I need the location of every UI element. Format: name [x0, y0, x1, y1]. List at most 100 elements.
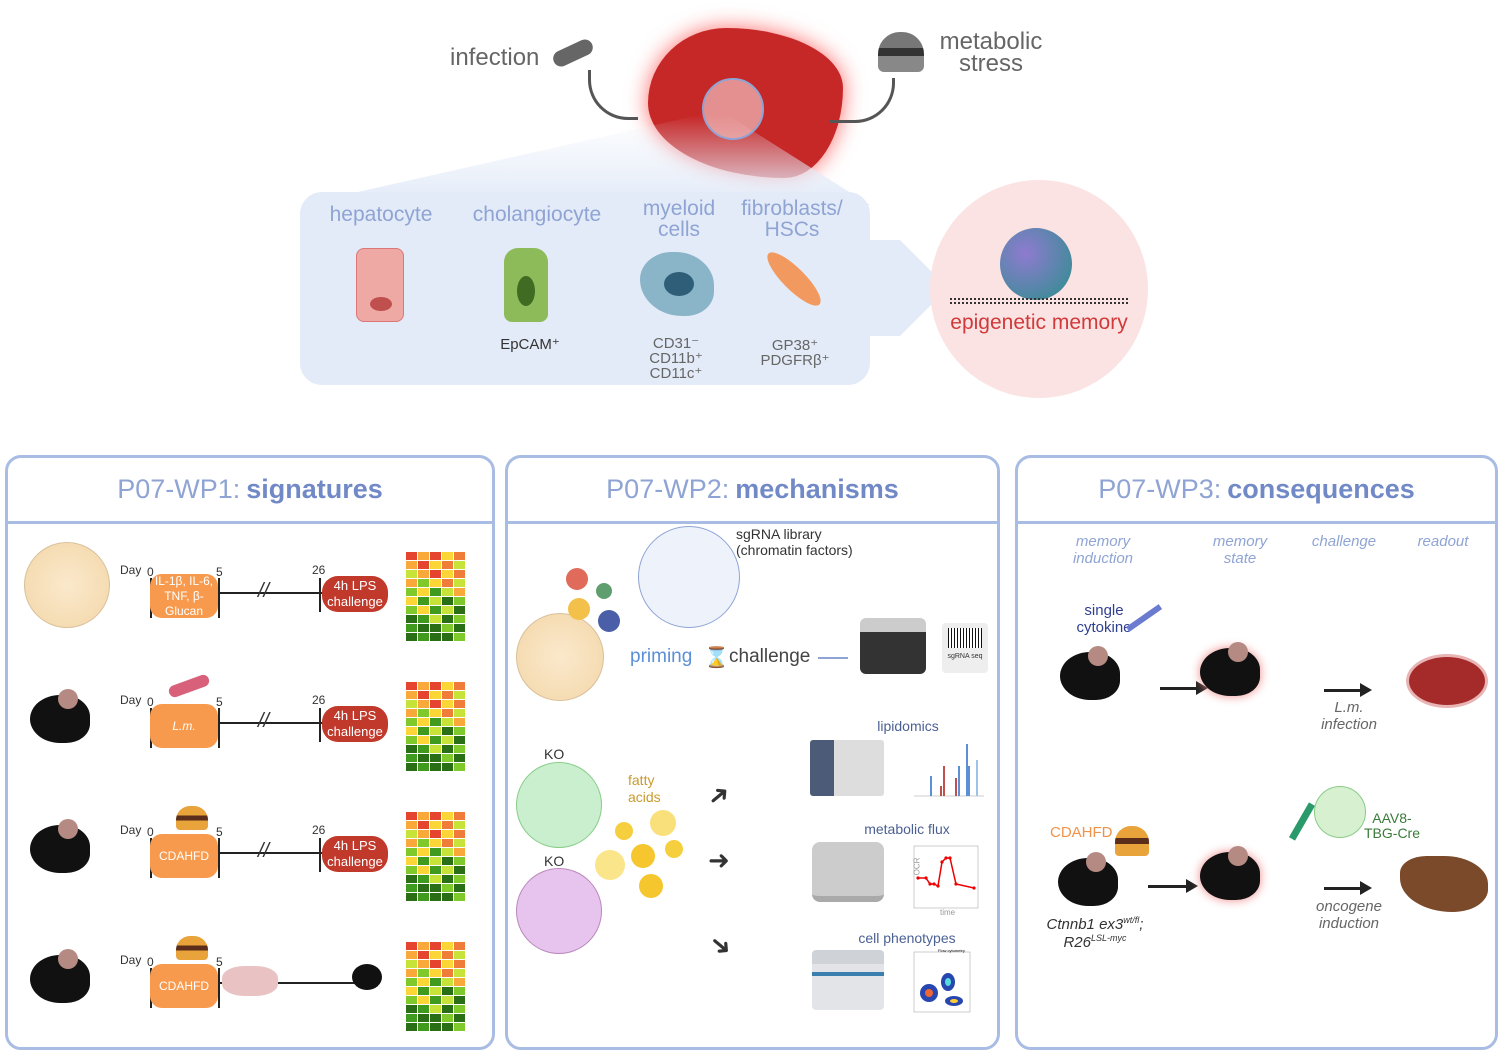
wp1-header: P07-WP1: signatures — [8, 458, 492, 524]
heatmap-cell — [430, 588, 441, 596]
nucleosome-icon — [1000, 228, 1072, 300]
heatmap-cell — [430, 624, 441, 632]
heatmap-cell — [418, 866, 429, 874]
day-0: 0 — [147, 565, 154, 579]
heatmap-cell — [442, 624, 453, 632]
flow-title: Flow cytometry — [938, 948, 965, 953]
heatmap-cell — [430, 857, 441, 865]
heatmap-cell — [418, 857, 429, 865]
burger-icon — [176, 936, 208, 960]
heatmap-cell — [442, 691, 453, 699]
heatmap-cell — [454, 754, 465, 762]
heatmap-cell — [430, 884, 441, 892]
wp2-header: P07-WP2: mechanisms — [508, 458, 997, 524]
petri-dish-icon — [1406, 654, 1488, 708]
heatmap-cell — [406, 812, 417, 820]
heatmap-cell — [430, 839, 441, 847]
heatmap-cell — [430, 848, 441, 856]
arrow-icon: ➜ — [708, 845, 730, 875]
fatty-acids-label: fatty acids — [628, 772, 661, 805]
cholangiocyte-icon — [504, 248, 548, 322]
heatmap-cell — [418, 727, 429, 735]
ko1-organoid — [516, 762, 602, 848]
heatmap-cell — [418, 633, 429, 641]
heatmap-cell — [430, 866, 441, 874]
ko2-organoid — [516, 868, 602, 954]
heatmap-cell — [430, 942, 441, 950]
myeloid-marker: CD31⁻ CD11b⁺ CD11c⁺ — [649, 335, 703, 382]
heatmap-cell — [406, 848, 417, 856]
heatmap-cell — [406, 570, 417, 578]
wp3-title-prefix: P07-WP3: — [1098, 474, 1222, 504]
heatmap-cell — [454, 1005, 465, 1013]
heatmap-cell — [406, 830, 417, 838]
organoid-icon — [516, 613, 604, 701]
heatmap-cell — [454, 821, 465, 829]
heatmap-cell — [454, 839, 465, 847]
heatmap-cell — [406, 754, 417, 762]
heatmap-cell — [418, 951, 429, 959]
heatmap-cell — [454, 987, 465, 995]
arrow-icon — [1324, 881, 1372, 895]
genotype-1-sup: wt/fl — [1123, 915, 1140, 925]
heatmap-cell — [406, 987, 417, 995]
ocr-point — [954, 882, 958, 886]
arrow-stress — [830, 78, 895, 123]
heatmap-cell — [406, 633, 417, 641]
treatment-box: CDAHFD — [150, 834, 218, 878]
day-0: 0 — [147, 695, 154, 709]
day-label: Day — [120, 823, 142, 837]
liver-tissue-icon — [222, 966, 278, 996]
heatmap — [406, 682, 465, 771]
heatmap-cell — [418, 987, 429, 995]
heatmap-cell — [430, 754, 441, 762]
heatmap-cell — [454, 552, 465, 560]
heatmap-cell — [406, 588, 417, 596]
heatmap-cell — [418, 624, 429, 632]
heatmap-cell — [442, 1023, 453, 1031]
ocr-point — [944, 856, 948, 860]
heatmap-cell — [442, 942, 453, 950]
day-26: 26 — [312, 823, 326, 837]
heatmap-cell — [418, 812, 429, 820]
heatmap-cell — [454, 615, 465, 623]
ocr-point — [940, 860, 944, 864]
heatmap-cell — [430, 830, 441, 838]
spectrum-peak — [940, 786, 942, 796]
heatmap-cell — [406, 978, 417, 986]
heatmap-cell — [454, 745, 465, 753]
spectrum-peak — [966, 744, 968, 796]
heatmap-cell — [442, 570, 453, 578]
heatmap-cell — [430, 875, 441, 883]
column-challenge: challenge — [1311, 533, 1377, 550]
heatmap-cell — [442, 839, 453, 847]
heatmap-cell — [442, 718, 453, 726]
heatmap-cell — [454, 763, 465, 771]
ocr-point — [972, 886, 976, 890]
challenge-label: challenge — [729, 646, 811, 667]
heatmap-cell — [418, 978, 429, 986]
heatmap-cell — [454, 700, 465, 708]
sgrna-library-label: sgRNA library (chromatin factors) — [736, 526, 853, 559]
heatmap-cell — [454, 830, 465, 838]
heatmap-cell — [442, 606, 453, 614]
heatmap-cell — [442, 812, 453, 820]
heatmap-cell — [406, 579, 417, 587]
heatmap-cell — [454, 942, 465, 950]
heatmap-cell — [442, 597, 453, 605]
heatmap-cell — [406, 821, 417, 829]
heatmap-cell — [418, 754, 429, 762]
heatmap-cell — [442, 736, 453, 744]
day-26: 26 — [312, 693, 326, 707]
heatmap-cell — [430, 633, 441, 641]
heatmap-cell — [454, 848, 465, 856]
heatmap-cell — [454, 1014, 465, 1022]
heatmap-cell — [442, 1005, 453, 1013]
epigenetic-memory-label: epigenetic memory — [950, 311, 1128, 334]
heatmap-cell — [430, 579, 441, 587]
heatmap-cell — [418, 691, 429, 699]
cholangiocyte-marker: EpCAM⁺ — [500, 336, 560, 353]
day-label: Day — [120, 563, 142, 577]
day-5: 5 — [216, 565, 223, 579]
cell-phenotypes-label: cell phenotypes — [858, 930, 956, 946]
